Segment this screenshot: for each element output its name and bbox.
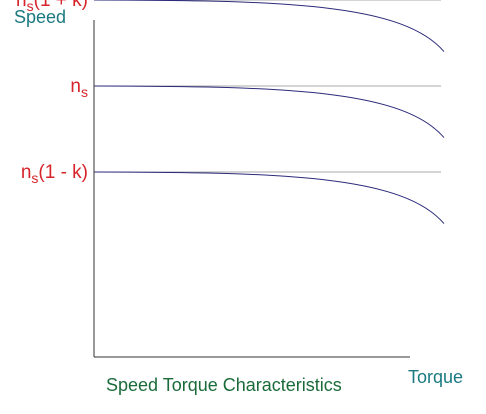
x-axis-title: Torque	[408, 367, 463, 387]
curves	[93, 0, 445, 224]
speed-curve-1	[93, 0, 445, 52]
y-axis-title: Speed	[14, 7, 66, 27]
y-tick-label-3: ns(1 - k)	[21, 162, 88, 186]
speed-curve-3	[93, 171, 445, 224]
speed-curve-2	[93, 85, 445, 138]
y-tick-label-1: ns(1 + k)	[16, 0, 88, 14]
y-tick-labels: ns(1 + k) ns ns(1 - k)	[16, 0, 88, 186]
chart-caption: Speed Torque Characteristics	[106, 375, 342, 395]
y-tick-label-2: ns	[70, 76, 88, 100]
